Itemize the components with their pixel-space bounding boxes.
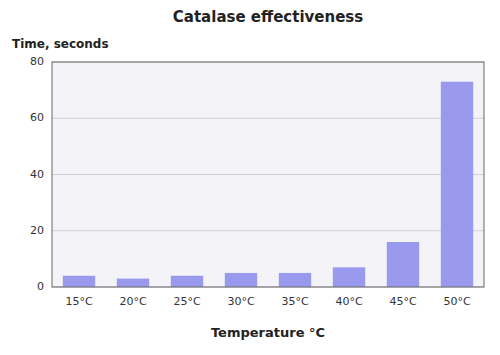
- y-tick-label: 80: [30, 55, 44, 68]
- bar: [279, 273, 311, 287]
- x-axis-label: Temperature °C: [211, 325, 325, 340]
- bar: [387, 242, 419, 287]
- y-axis: 0 20 40 60 80: [30, 55, 484, 293]
- chart-container: 0 20 40 60 80 15°C 20°C 25°C 30°C 35°C 40°C 45°C 50°…: [0, 0, 500, 355]
- grid-line: [52, 174, 484, 175]
- y-axis-label: Time, seconds: [12, 37, 109, 51]
- chart: 0 20 40 60 80 15°C 20°C 25°C 30°C 35°C 40°C 45°C 50°…: [0, 0, 500, 355]
- x-tick-label: 35°C: [281, 295, 308, 308]
- grid-line: [52, 230, 484, 231]
- x-tick-label: 50°C: [443, 295, 470, 308]
- y-tick-label: 20: [30, 224, 44, 237]
- grid-line: [52, 118, 484, 119]
- title: Catalase effectiveness: [173, 8, 363, 26]
- x-tick-label: 30°C: [227, 295, 254, 308]
- y-tick-label: 40: [30, 168, 44, 181]
- bar: [333, 267, 365, 287]
- x-tick-label: 45°C: [389, 295, 416, 308]
- bar: [171, 276, 203, 287]
- x-tick-label: 20°C: [119, 295, 146, 308]
- plot-frame: [52, 62, 484, 287]
- bar: [225, 273, 257, 287]
- y-tick-label: 60: [30, 111, 44, 124]
- x-tick-label: 25°C: [173, 295, 200, 308]
- bar: [63, 276, 95, 287]
- y-tick-label: 0: [37, 280, 44, 293]
- plot-background: [52, 62, 484, 287]
- bar: [441, 82, 473, 287]
- x-tick-label: 15°C: [65, 295, 92, 308]
- bars: [63, 82, 473, 287]
- bar: [117, 279, 149, 287]
- x-tick-label: 40°C: [335, 295, 362, 308]
- x-axis: 15°C 20°C 25°C 30°C 35°C 40°C 45°C 50°C: [65, 295, 470, 308]
